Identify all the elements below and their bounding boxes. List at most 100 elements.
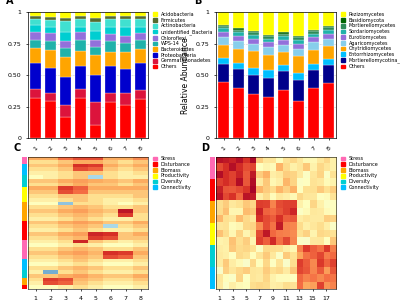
Bar [22, 244, 27, 247]
Bar [248, 51, 259, 68]
Bar [135, 64, 146, 90]
Bar [75, 98, 86, 138]
Bar [60, 18, 71, 21]
Bar [135, 33, 146, 40]
Bar [218, 64, 229, 82]
Bar [323, 30, 334, 33]
Bar [248, 68, 259, 75]
Bar [120, 52, 131, 69]
Bar [45, 17, 56, 20]
Bar [210, 157, 215, 164]
Bar [210, 230, 215, 237]
Bar [308, 70, 319, 88]
Bar [22, 255, 27, 259]
Bar [60, 41, 71, 48]
Bar [233, 88, 244, 138]
Bar [22, 274, 27, 278]
Bar [22, 157, 27, 160]
Bar [293, 80, 304, 101]
Bar [105, 12, 116, 17]
Bar [135, 99, 146, 138]
Bar [22, 202, 27, 206]
Bar [248, 12, 259, 31]
X-axis label: Group Name: Group Name [64, 157, 112, 166]
Bar [263, 70, 274, 78]
Bar [323, 33, 334, 39]
Bar [248, 39, 259, 44]
Bar [233, 49, 244, 63]
Bar [45, 50, 56, 68]
Bar [233, 12, 244, 29]
Bar [120, 105, 131, 138]
Bar [45, 93, 56, 101]
Bar [90, 125, 101, 138]
Bar [60, 57, 71, 77]
Bar [278, 32, 289, 33]
Bar [22, 221, 27, 225]
Bar [105, 93, 116, 102]
Bar [90, 12, 101, 17]
Bar [278, 12, 289, 32]
Bar [45, 27, 56, 33]
Bar [210, 267, 215, 274]
Bar [233, 32, 244, 36]
Bar [90, 102, 101, 125]
Bar [60, 21, 71, 32]
Bar [210, 201, 215, 208]
Bar [210, 208, 215, 216]
Bar [210, 274, 215, 282]
Bar [248, 94, 259, 138]
Bar [278, 45, 289, 52]
Bar [22, 191, 27, 194]
Text: C: C [14, 143, 21, 153]
Bar [293, 44, 304, 49]
Bar [233, 63, 244, 69]
Bar [263, 48, 274, 55]
Bar [120, 12, 131, 17]
Bar [323, 65, 334, 83]
Bar [22, 217, 27, 221]
Bar [30, 19, 41, 25]
Bar [120, 93, 131, 105]
Bar [105, 27, 116, 34]
Bar [210, 223, 215, 230]
Bar [30, 63, 41, 89]
Bar [248, 35, 259, 39]
Bar [75, 33, 86, 40]
Bar [90, 17, 101, 22]
Bar [293, 40, 304, 44]
Bar [22, 232, 27, 236]
Bar [278, 36, 289, 40]
Bar [135, 90, 146, 99]
Bar [105, 42, 116, 52]
Text: A: A [6, 0, 14, 6]
Bar [135, 40, 146, 49]
Bar [22, 266, 27, 270]
Bar [210, 186, 215, 193]
Bar [323, 39, 334, 46]
Bar [218, 82, 229, 138]
Bar [308, 31, 319, 33]
Bar [293, 73, 304, 80]
Bar [105, 19, 116, 27]
Bar [293, 37, 304, 40]
Bar [135, 27, 146, 33]
Bar [75, 51, 86, 66]
Bar [248, 32, 259, 35]
Bar [308, 88, 319, 138]
Bar [45, 68, 56, 93]
Legend: Pezizomycetes, Basidiomycota, Mortierellomycetes, Sordariomycetes, Eurotiomycete: Pezizomycetes, Basidiomycota, Mortierell… [341, 12, 400, 69]
Bar [22, 251, 27, 255]
Bar [22, 281, 27, 285]
Bar [218, 12, 229, 25]
Bar [22, 278, 27, 281]
Bar [218, 45, 229, 57]
Bar [22, 183, 27, 187]
Bar [218, 26, 229, 29]
Bar [22, 270, 27, 274]
Bar [22, 236, 27, 240]
Bar [218, 29, 229, 32]
Bar [90, 32, 101, 40]
Bar [323, 26, 334, 27]
Bar [248, 31, 259, 32]
